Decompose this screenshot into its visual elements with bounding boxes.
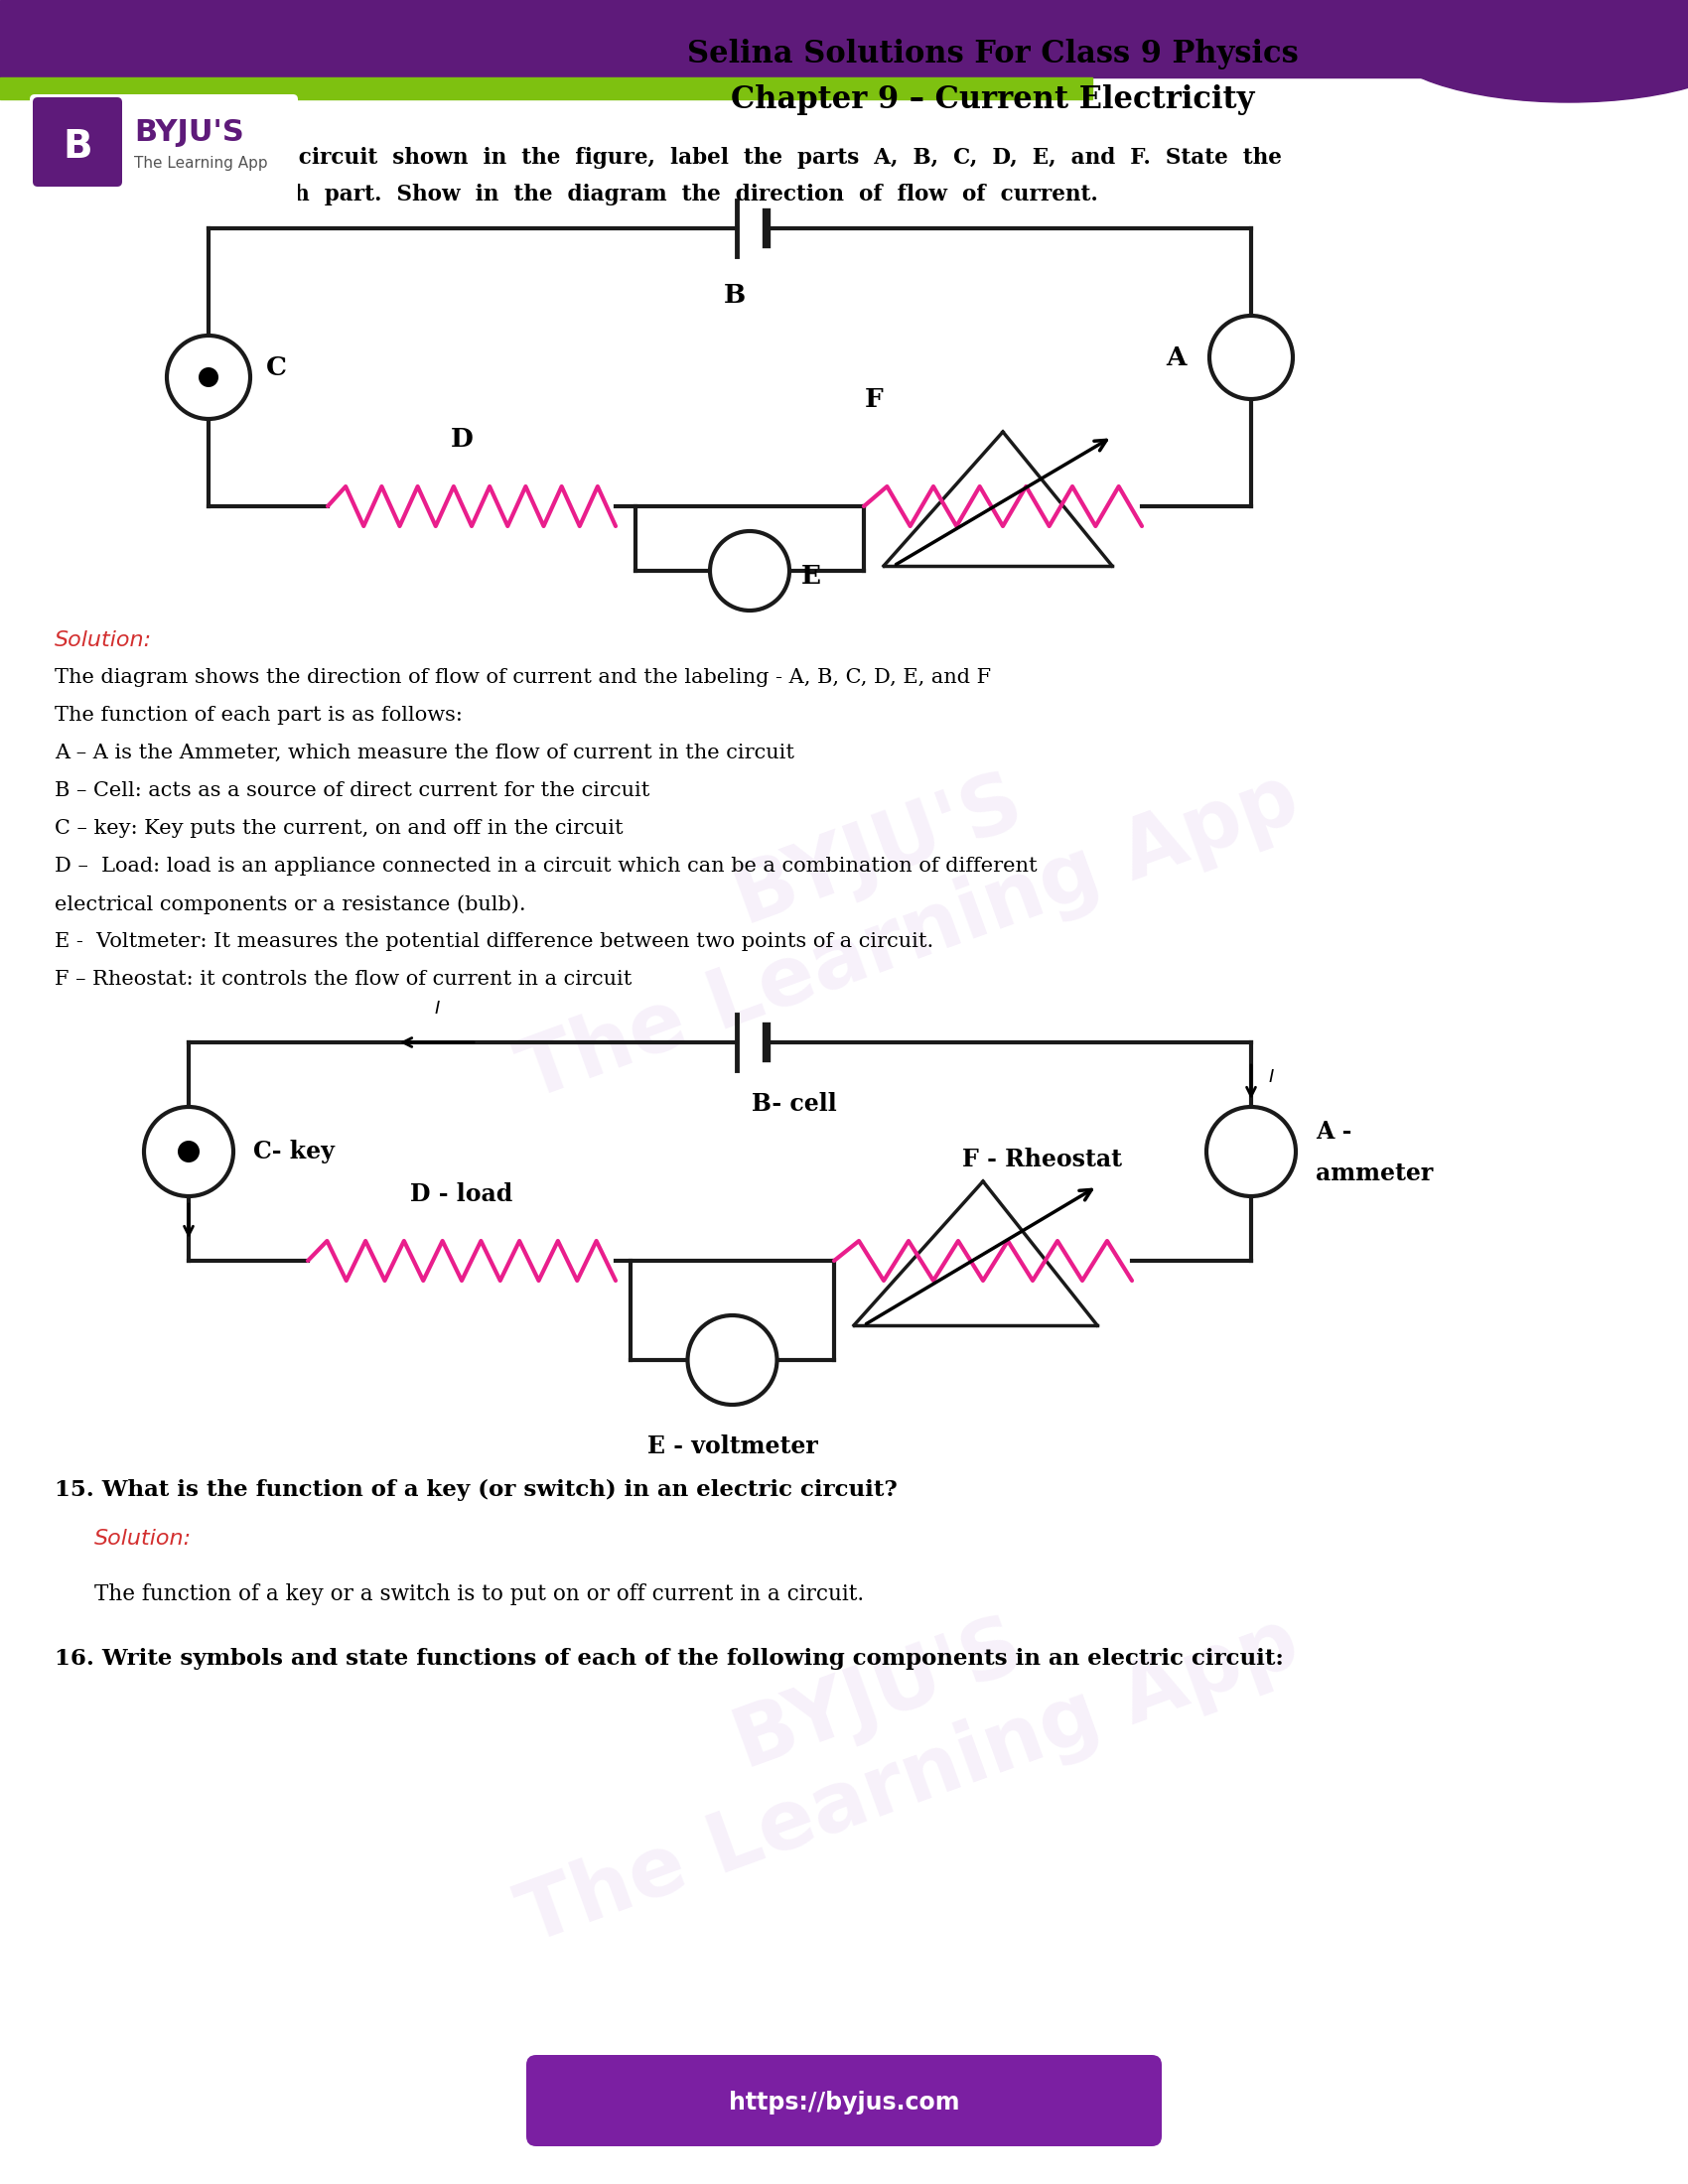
Text: A -: A - [1315, 1120, 1352, 1144]
Circle shape [687, 1315, 776, 1404]
Text: 15. What is the function of a key (or switch) in an electric circuit?: 15. What is the function of a key (or sw… [54, 1479, 898, 1500]
Text: I: I [1269, 1068, 1274, 1085]
Text: A – A is the Ammeter, which measure the flow of current in the circuit: A – A is the Ammeter, which measure the … [54, 743, 795, 762]
Text: F: F [864, 387, 883, 413]
Text: C- key: C- key [253, 1140, 334, 1164]
Text: Selina Solutions For Class 9 Physics: Selina Solutions For Class 9 Physics [687, 39, 1298, 70]
Text: The function of a key or a switch is to put on or off current in a circuit.: The function of a key or a switch is to … [95, 1583, 864, 1605]
Text: Chapter 9 – Current Electricity: Chapter 9 – Current Electricity [731, 83, 1254, 114]
Text: 14. In  the  electric  circuit  shown  in  the  figure,  label  the  parts  A,  : 14. In the electric circuit shown in the… [54, 146, 1281, 168]
Ellipse shape [1381, 0, 1688, 103]
Text: E: E [802, 563, 820, 587]
Bar [0, 76, 1092, 98]
Text: ammeter: ammeter [1315, 1162, 1433, 1186]
Text: B- cell: B- cell [751, 1092, 837, 1116]
FancyBboxPatch shape [32, 98, 122, 186]
Text: A: A [1166, 345, 1187, 369]
Circle shape [1207, 1107, 1296, 1197]
Text: function  of  each  part.  Show  in  the  diagram  the  direction  of  flow  of : function of each part. Show in the diagr… [54, 183, 1099, 205]
Text: B: B [724, 284, 746, 308]
Text: E - voltmeter: E - voltmeter [647, 1435, 817, 1459]
Circle shape [1209, 317, 1293, 400]
Text: D - load: D - load [410, 1182, 513, 1206]
Text: The diagram shows the direction of flow of current and the labeling - A, B, C, D: The diagram shows the direction of flow … [54, 668, 991, 688]
Text: E -  Voltmeter: It measures the potential difference between two points of a cir: E - Voltmeter: It measures the potential… [54, 933, 933, 950]
Text: BYJU'S: BYJU'S [133, 118, 245, 146]
Text: The Learning App: The Learning App [133, 157, 268, 170]
FancyBboxPatch shape [527, 2055, 1161, 2147]
Circle shape [199, 367, 218, 387]
Text: F - Rheostat: F - Rheostat [962, 1147, 1123, 1171]
Text: B: B [62, 129, 93, 166]
Text: C – key: Key puts the current, on and off in the circuit: C – key: Key puts the current, on and of… [54, 819, 623, 839]
Text: Solution:: Solution: [95, 1529, 192, 1548]
Circle shape [177, 1140, 199, 1162]
Text: electrical components or a resistance (bulb).: electrical components or a resistance (b… [54, 895, 527, 913]
Text: Solution:: Solution: [54, 631, 152, 651]
Bar [0, 0, 1688, 76]
Text: https://byjus.com: https://byjus.com [729, 2090, 959, 2114]
Text: D: D [451, 426, 473, 452]
Text: I: I [434, 1000, 439, 1018]
FancyBboxPatch shape [30, 94, 297, 214]
Circle shape [711, 531, 790, 612]
Text: BYJU'S
The Learning App: BYJU'S The Learning App [478, 1516, 1310, 1959]
Text: B – Cell: acts as a source of direct current for the circuit: B – Cell: acts as a source of direct cur… [54, 782, 650, 799]
Text: C: C [267, 354, 287, 380]
Text: F – Rheostat: it controls the flow of current in a circuit: F – Rheostat: it controls the flow of cu… [54, 970, 631, 989]
Text: D –  Load: load is an appliance connected in a circuit which can be a combinatio: D – Load: load is an appliance connected… [54, 856, 1036, 876]
Text: The function of each part is as follows:: The function of each part is as follows: [54, 705, 463, 725]
Circle shape [143, 1107, 233, 1197]
Text: BYJU'S
The Learning App: BYJU'S The Learning App [478, 670, 1310, 1116]
Circle shape [167, 336, 250, 419]
Text: 16. Write symbols and state functions of each of the following components in an : 16. Write symbols and state functions of… [54, 1649, 1285, 1671]
